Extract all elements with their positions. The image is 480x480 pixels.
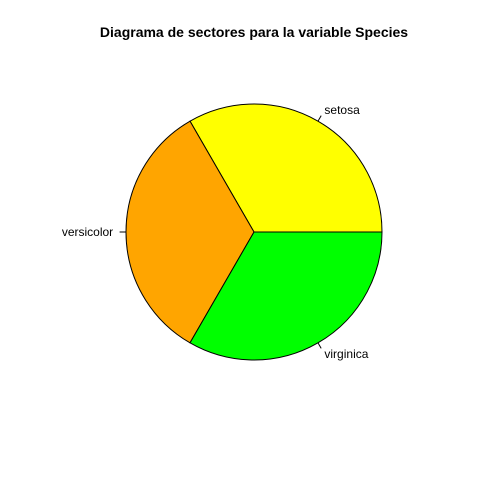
pie-slice-versicolor: [125, 120, 255, 344]
pie-slice-virginica: [189, 231, 383, 361]
pie-leader-virginica: [317, 342, 322, 349]
pie-slice-setosa: [189, 103, 383, 233]
pie-slices: [125, 103, 383, 361]
pie-label-virginica: virginica: [324, 347, 368, 361]
pie-label-versicolor: versicolor: [62, 225, 113, 239]
pie-leader-setosa: [317, 115, 322, 122]
chart-title: Diagrama de sectores para la variable Sp…: [100, 24, 408, 40]
pie-label-setosa: setosa: [324, 103, 360, 117]
pie-labels: setosa versicolor virginica: [62, 103, 369, 361]
